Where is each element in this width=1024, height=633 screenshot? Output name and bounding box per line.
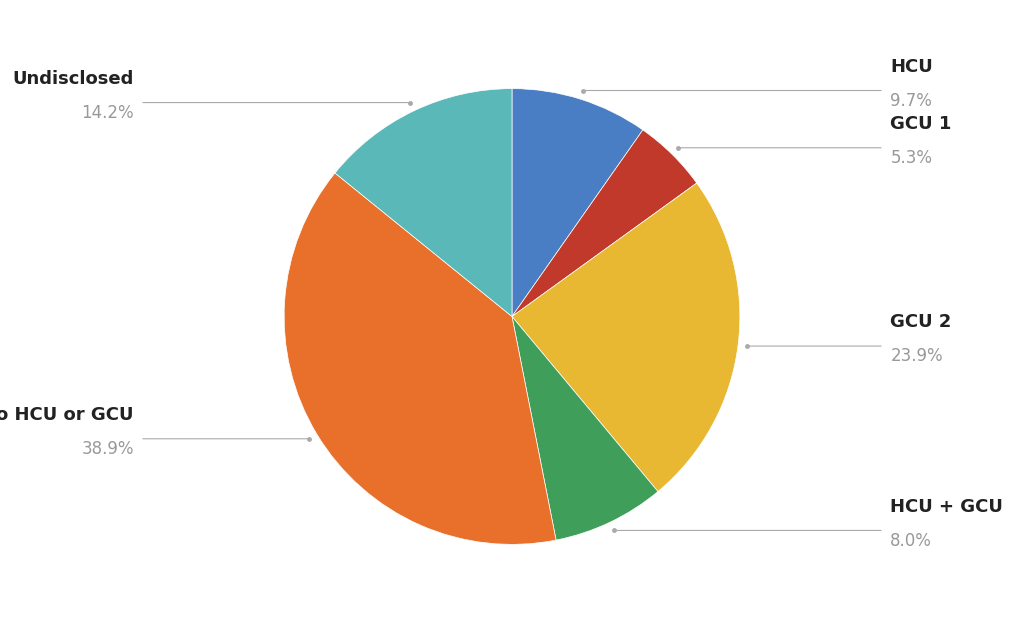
- Wedge shape: [512, 316, 658, 540]
- Text: HCU + GCU: HCU + GCU: [890, 498, 1004, 516]
- Text: GCU 1: GCU 1: [890, 115, 951, 133]
- Wedge shape: [512, 183, 740, 491]
- Wedge shape: [512, 89, 643, 316]
- Text: 14.2%: 14.2%: [81, 104, 134, 122]
- Text: GCU 2: GCU 2: [890, 313, 951, 331]
- Text: Undisclosed: Undisclosed: [12, 70, 134, 88]
- Wedge shape: [335, 89, 512, 316]
- Text: 9.7%: 9.7%: [890, 92, 932, 110]
- Text: 23.9%: 23.9%: [890, 348, 943, 365]
- Text: 38.9%: 38.9%: [81, 440, 134, 458]
- Text: 8.0%: 8.0%: [890, 532, 932, 549]
- Wedge shape: [512, 130, 696, 316]
- Text: HCU: HCU: [890, 58, 933, 76]
- Text: No HCU or GCU: No HCU or GCU: [0, 406, 134, 424]
- Text: 5.3%: 5.3%: [890, 149, 932, 167]
- Wedge shape: [284, 173, 556, 544]
